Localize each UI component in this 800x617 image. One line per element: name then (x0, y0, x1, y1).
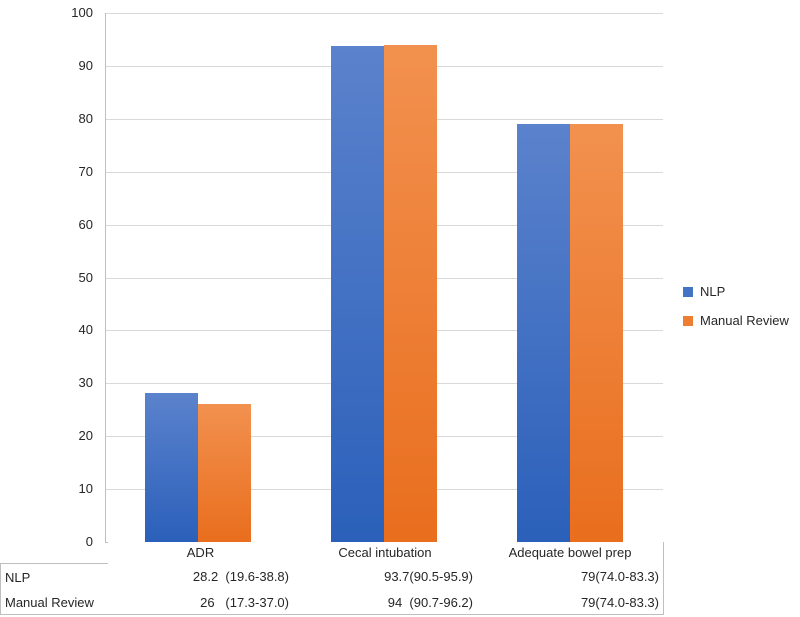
legend-label-manual-review: Manual Review (700, 313, 789, 328)
legend-item-nlp[interactable]: NLP (683, 283, 789, 300)
y-tick-label-70: 70 (78, 164, 93, 179)
legend-label-nlp: NLP (700, 284, 726, 299)
legend-swatch-manual-review-icon (683, 315, 693, 326)
bar-manual-review-1[interactable] (384, 45, 437, 542)
table-category-0: ADR (108, 542, 294, 564)
table-rowheader-0: NLP (0, 563, 109, 591)
legend: NLP Manual Review (683, 283, 789, 329)
gridline-100 (105, 13, 663, 14)
bar-nlp-1[interactable] (331, 46, 384, 542)
y-tick-label-100: 100 (71, 5, 93, 20)
y-tick-label-30: 30 (78, 375, 93, 390)
bar-nlp-0[interactable] (145, 393, 198, 542)
y-tick-label-40: 40 (78, 322, 93, 337)
y-axis-line (105, 13, 106, 542)
table-category-1: Cecal intubation (293, 542, 478, 564)
y-tick-label-20: 20 (78, 428, 93, 443)
table-rowheader-1: Manual Review (0, 590, 109, 615)
table-cell-1-1: 94 (90.7-96.2) (293, 590, 478, 615)
y-tick-label-60: 60 (78, 217, 93, 232)
bar-nlp-2[interactable] (517, 124, 570, 542)
table-category-2: Adequate bowel prep (477, 542, 664, 564)
y-tick-label-10: 10 (78, 481, 93, 496)
bar-manual-review-0[interactable] (198, 404, 251, 542)
table-cell-0-2: 79(74.0-83.3) (477, 563, 664, 591)
table-cell-0-1: 93.7(90.5-95.9) (293, 563, 478, 591)
y-tick-label-80: 80 (78, 111, 93, 126)
y-tick-label-90: 90 (78, 58, 93, 73)
y-tick-label-50: 50 (78, 270, 93, 285)
table-cell-1-0: 26 (17.3-37.0) (108, 590, 294, 615)
table-cell-1-2: 79(74.0-83.3) (477, 590, 664, 615)
table-cell-0-0: 28.2 (19.6-38.8) (108, 563, 294, 591)
y-tick-label-0: 0 (85, 534, 93, 549)
legend-item-manual-review[interactable]: Manual Review (683, 312, 789, 329)
legend-swatch-nlp-icon (683, 286, 693, 297)
bar-manual-review-2[interactable] (570, 124, 623, 542)
